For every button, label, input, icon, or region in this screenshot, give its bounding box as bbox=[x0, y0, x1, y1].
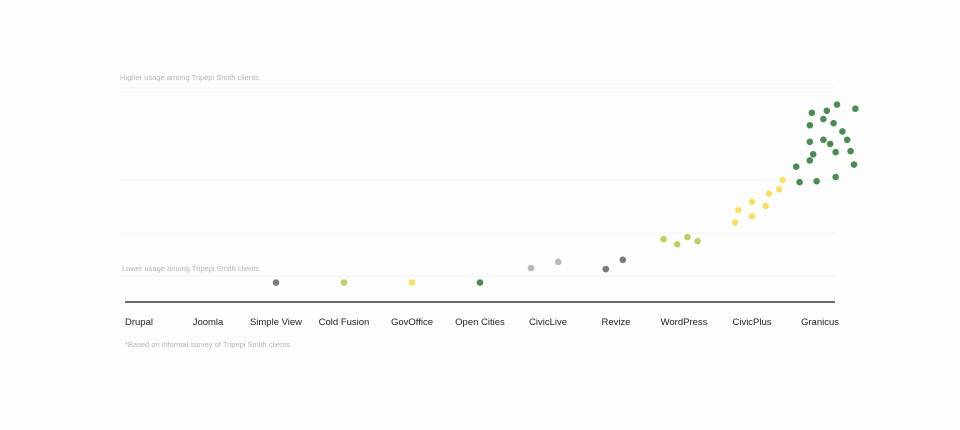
point-civicplus-3 bbox=[748, 198, 756, 206]
point-simple-view-0 bbox=[272, 279, 280, 286]
point-revize-1 bbox=[619, 256, 627, 264]
point-granicus-6 bbox=[808, 109, 816, 117]
point-granicus-13 bbox=[832, 148, 839, 156]
tick-label-drupal: Drupal bbox=[125, 317, 153, 328]
tick-label-civicplus: CivicPlus bbox=[732, 317, 771, 328]
point-granicus-2 bbox=[806, 157, 814, 164]
data-points bbox=[272, 101, 859, 286]
point-granicus-18 bbox=[847, 147, 854, 155]
point-civiclive-1 bbox=[554, 258, 562, 266]
point-civicplus-2 bbox=[748, 213, 756, 220]
low-usage-label: Lower usage among Tripepi Smith clients bbox=[122, 264, 259, 273]
point-granicus-19 bbox=[850, 161, 858, 168]
point-wordpress-0 bbox=[660, 235, 667, 243]
point-granicus-20 bbox=[852, 105, 859, 112]
point-granicus-1 bbox=[796, 178, 803, 186]
point-civicplus-4 bbox=[762, 202, 769, 210]
point-granicus-17 bbox=[843, 136, 851, 144]
point-wordpress-1 bbox=[673, 240, 681, 248]
tick-label-govoffice: GovOffice bbox=[391, 317, 433, 328]
point-granicus-3 bbox=[806, 138, 814, 146]
point-civicplus-0 bbox=[731, 219, 739, 226]
point-granicus-4 bbox=[809, 150, 817, 158]
x-axis-tick-labels: Drupal Joomla Simple View Cold Fusion GovOff… bbox=[125, 317, 839, 328]
point-granicus-16 bbox=[839, 128, 846, 135]
tick-label-revize: Revize bbox=[601, 317, 630, 328]
point-granicus-14 bbox=[832, 173, 839, 181]
point-civicplus-7 bbox=[779, 176, 786, 184]
point-granicus-0 bbox=[792, 163, 800, 170]
tick-label-open-cities: Open Cities bbox=[455, 317, 505, 328]
tick-label-cold-fusion: Cold Fusion bbox=[319, 317, 370, 328]
point-granicus-9 bbox=[820, 115, 827, 123]
point-civicplus-6 bbox=[775, 186, 783, 193]
tick-label-simple-view: Simple View bbox=[250, 317, 302, 328]
tick-label-wordpress: WordPress bbox=[661, 317, 708, 328]
tick-label-civiclive: CivicLive bbox=[529, 317, 567, 328]
point-granicus-12 bbox=[830, 119, 837, 127]
gridlines bbox=[120, 87, 835, 277]
high-usage-label: Higher usage among Tripepi Smith clients bbox=[120, 73, 259, 82]
footnote: *Based on informal survey of Tripepi Smi… bbox=[125, 340, 290, 349]
point-granicus-5 bbox=[806, 121, 814, 129]
point-granicus-7 bbox=[813, 177, 820, 185]
point-wordpress-3 bbox=[694, 237, 701, 245]
tick-label-joomla: Joomla bbox=[193, 317, 224, 328]
point-civiclive-0 bbox=[527, 264, 535, 272]
tick-label-granicus: Granicus bbox=[801, 317, 839, 328]
point-civicplus-5 bbox=[765, 190, 773, 197]
point-granicus-11 bbox=[826, 140, 834, 148]
point-granicus-15 bbox=[833, 101, 841, 108]
point-granicus-8 bbox=[820, 136, 827, 144]
point-wordpress-2 bbox=[684, 233, 691, 241]
point-revize-0 bbox=[602, 265, 610, 273]
point-civicplus-1 bbox=[735, 206, 742, 214]
point-cold-fusion-0 bbox=[340, 279, 348, 286]
point-open-cities-0 bbox=[476, 279, 484, 286]
point-govoffice-0 bbox=[408, 279, 416, 286]
point-granicus-10 bbox=[823, 107, 831, 115]
